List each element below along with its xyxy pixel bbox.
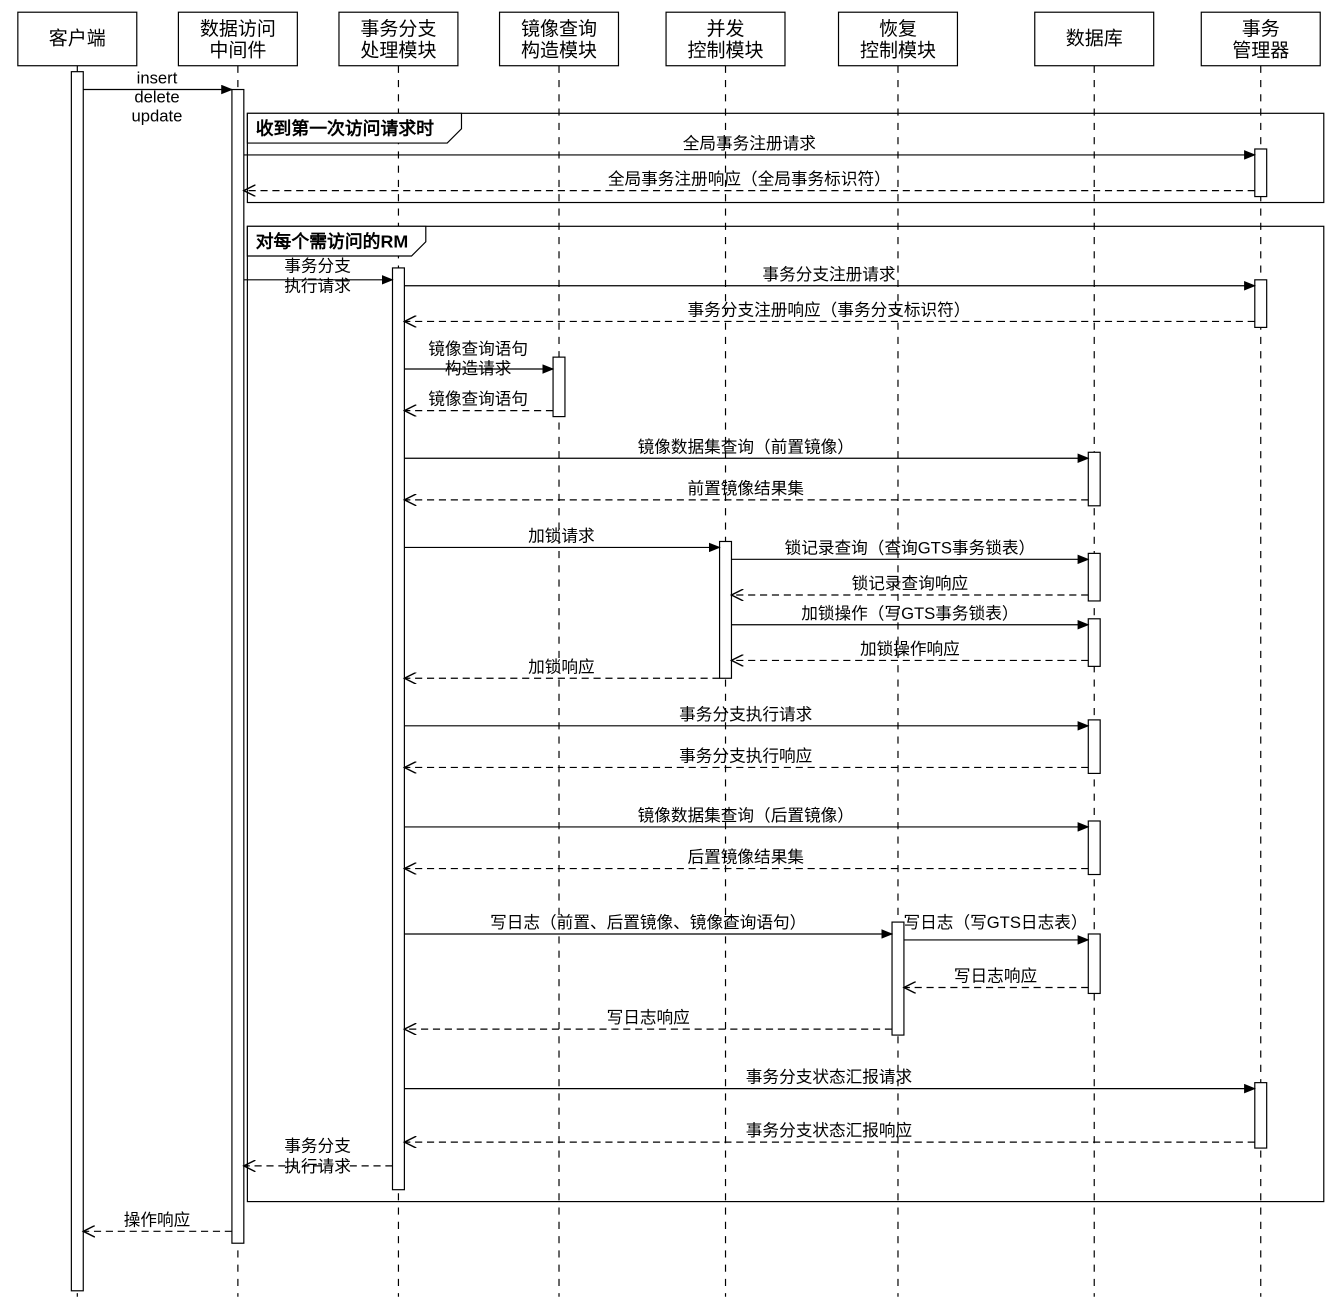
msg-m9: 前置镜像结果集 <box>687 479 804 498</box>
participant-client-label: 客户端 <box>49 28 106 50</box>
participant-dam-label1: 数据访问 <box>200 18 276 40</box>
participant-branch-label2: 处理模块 <box>360 39 436 61</box>
msg-m13: 加锁操作（写GTS事务锁表） <box>801 604 1018 623</box>
msg-m14: 加锁操作响应 <box>860 639 960 658</box>
participant-db-label: 数据库 <box>1066 28 1123 50</box>
participant-dam-label2: 中间件 <box>209 39 266 61</box>
loop2-label: 对每个需访问的RM <box>256 231 409 252</box>
participant-mirror-label2: 构造模块 <box>521 39 597 61</box>
participant-mirror-label1: 镜像查询 <box>521 18 597 40</box>
msg-delete: delete <box>134 88 179 107</box>
participant-branch-label1: 事务分支 <box>360 18 436 40</box>
msg-m11: 锁记录查询（查询GTS事务锁表） <box>785 538 1036 557</box>
msg-m23: 写日志响应 <box>607 1008 690 1027</box>
msg-m4: 事务分支注册请求 <box>762 265 895 284</box>
msg-m6a: 镜像查询语句 <box>428 340 528 359</box>
msg-m17: 事务分支执行响应 <box>679 747 812 766</box>
msg-m26b: 执行请求 <box>284 1157 351 1176</box>
sequence-diagram: 客户端 数据访问 中间件 事务分支 处理模块 镜像查询 构造模块 并发 控制模块… <box>0 0 1344 1303</box>
msg-m19: 后置镜像结果集 <box>687 848 804 867</box>
participant-recover-label2: 控制模块 <box>860 39 936 61</box>
msg-m15: 加锁响应 <box>528 657 595 676</box>
participant-concur-label1: 并发 <box>707 18 745 40</box>
msg-m26a: 事务分支 <box>284 1137 351 1156</box>
msg-m7: 镜像查询语句 <box>428 390 528 409</box>
msg-m10: 加锁请求 <box>528 526 595 545</box>
msg-m2: 全局事务注册响应（全局事务标识符） <box>608 170 891 189</box>
msg-m8: 镜像数据集查询（前置镜像） <box>638 437 854 456</box>
participants: 客户端 数据访问 中间件 事务分支 处理模块 镜像查询 构造模块 并发 控制模块… <box>18 12 1320 66</box>
msg-m24: 事务分支状态汇报请求 <box>746 1068 913 1087</box>
msg-insert: insert <box>137 69 178 88</box>
msg-m3a: 事务分支 <box>284 256 351 275</box>
msg-m16: 事务分支执行请求 <box>679 705 812 724</box>
participant-recover-label1: 恢复 <box>879 18 917 40</box>
msg-update: update <box>132 107 183 126</box>
msg-m27: 操作响应 <box>124 1210 191 1229</box>
loop1-label: 收到第一次访问请求时 <box>256 118 434 139</box>
msg-m1: 全局事务注册请求 <box>683 134 816 153</box>
msg-m6b: 构造请求 <box>445 359 512 378</box>
participant-tm-label1: 事务 <box>1242 18 1280 40</box>
msg-m18: 镜像数据集查询（后置镜像） <box>638 806 854 825</box>
msg-m22: 写日志响应 <box>954 967 1037 986</box>
loop-frame-1: 收到第一次访问请求时 <box>247 113 1323 202</box>
msg-m21: 写日志（写GTS日志表） <box>904 913 1088 932</box>
participant-tm-label2: 管理器 <box>1232 39 1289 61</box>
msg-m12: 锁记录查询响应 <box>852 574 968 593</box>
msg-m20: 写日志（前置、后置镜像、镜像查询语句） <box>490 913 806 932</box>
participant-concur-label2: 控制模块 <box>687 39 763 61</box>
msg-m3b: 执行请求 <box>284 277 351 296</box>
msg-m5: 事务分支注册响应（事务分支标识符） <box>688 301 971 320</box>
msg-m25: 事务分支状态汇报响应 <box>746 1121 912 1140</box>
